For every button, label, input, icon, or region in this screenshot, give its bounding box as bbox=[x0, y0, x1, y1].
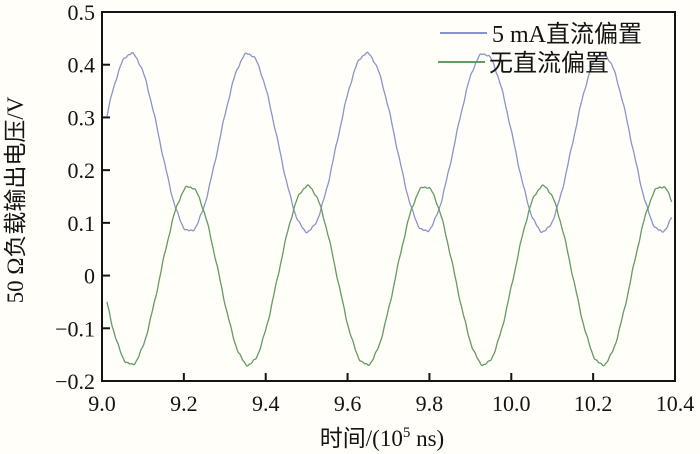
x-tick-label: 9.0 bbox=[88, 391, 116, 416]
y-tick-label: −0.1 bbox=[55, 316, 95, 341]
x-tick-label: 9.2 bbox=[170, 391, 198, 416]
x-axis-title: 时间/(105 ns) bbox=[320, 425, 444, 451]
y-axis-tick-labels: 0.5 0.4 0.3 0.2 0.1 0 −0.1 −0.2 bbox=[55, 0, 95, 394]
y-tick-label: 0.4 bbox=[68, 53, 96, 78]
x-axis-title-prefix: 时间/(10 bbox=[320, 426, 403, 451]
y-tick-label: −0.2 bbox=[55, 369, 95, 394]
y-tick-label: 0 bbox=[84, 264, 95, 289]
x-tick-label: 9.6 bbox=[334, 391, 362, 416]
y-tick-label: 0.2 bbox=[68, 158, 96, 183]
x-tick-label: 9.4 bbox=[252, 391, 280, 416]
plot-area-border bbox=[101, 11, 676, 382]
x-axis-title-suffix: ns) bbox=[410, 426, 444, 451]
x-tick-label: 10.4 bbox=[656, 391, 695, 416]
x-tick-label: 10.0 bbox=[492, 391, 531, 416]
y-axis-title: 50 Ω负载输出电压/V bbox=[3, 96, 28, 303]
y-tick-label: 0.5 bbox=[68, 0, 96, 25]
x-axis-title-superscript: 5 bbox=[403, 425, 411, 441]
x-axis-tick-labels: 9.0 9.2 9.4 9.6 9.8 10.0 10.2 10.4 bbox=[88, 391, 694, 416]
x-tick-label: 9.8 bbox=[416, 391, 444, 416]
legend-label-5ma-dc-bias: 5 mA直流偏置 bbox=[492, 21, 642, 48]
series-line-no-dc-bias bbox=[106, 184, 673, 367]
legend-label-no-dc-bias: 无直流偏置 bbox=[489, 50, 609, 77]
axis-ticks bbox=[101, 11, 676, 382]
legend: 5 mA直流偏置 无直流偏置 bbox=[438, 21, 642, 77]
data-series-curves bbox=[106, 51, 673, 367]
series-line-5ma-dc-bias bbox=[106, 51, 673, 234]
y-tick-label: 0.1 bbox=[68, 211, 96, 236]
y-tick-label: 0.3 bbox=[68, 105, 96, 130]
x-tick-label: 10.2 bbox=[574, 391, 613, 416]
